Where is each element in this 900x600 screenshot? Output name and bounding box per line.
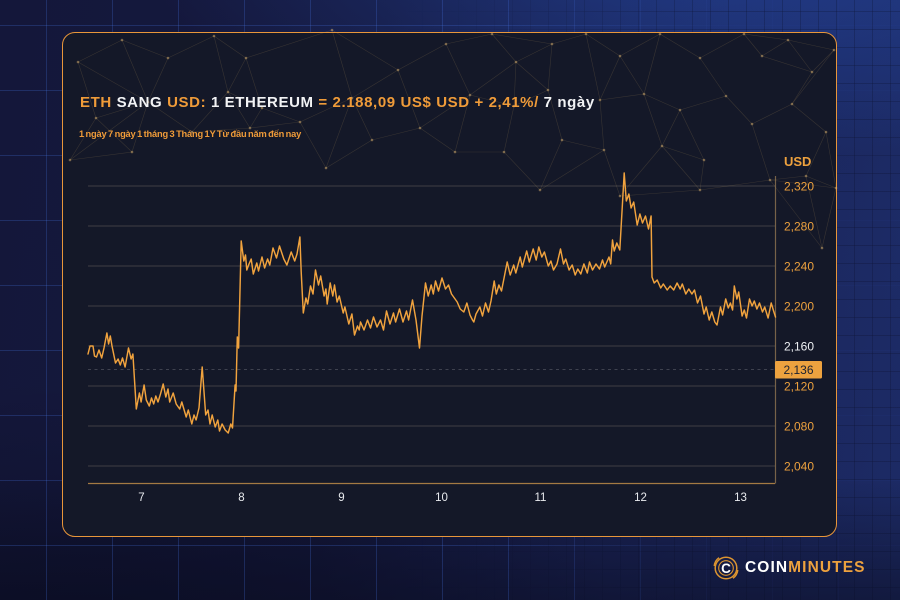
svg-text:11: 11 <box>535 492 547 504</box>
svg-text:C: C <box>721 561 731 576</box>
svg-text:2,040: 2,040 <box>784 460 814 474</box>
svg-text:2,280: 2,280 <box>784 220 814 234</box>
svg-text:10: 10 <box>435 492 448 504</box>
svg-text:7: 7 <box>138 492 144 504</box>
svg-text:2,080: 2,080 <box>784 420 814 434</box>
svg-text:9: 9 <box>338 492 344 504</box>
svg-text:8: 8 <box>238 492 244 504</box>
svg-text:2,200: 2,200 <box>784 300 814 314</box>
svg-text:USD: USD <box>784 154 811 169</box>
svg-text:12: 12 <box>634 492 647 504</box>
svg-text:2,240: 2,240 <box>784 260 814 274</box>
svg-text:2,120: 2,120 <box>784 380 814 394</box>
svg-text:2,320: 2,320 <box>784 180 814 194</box>
svg-text:13: 13 <box>734 492 747 504</box>
svg-text:2,136: 2,136 <box>783 363 813 377</box>
svg-text:2,160: 2,160 <box>784 340 814 354</box>
